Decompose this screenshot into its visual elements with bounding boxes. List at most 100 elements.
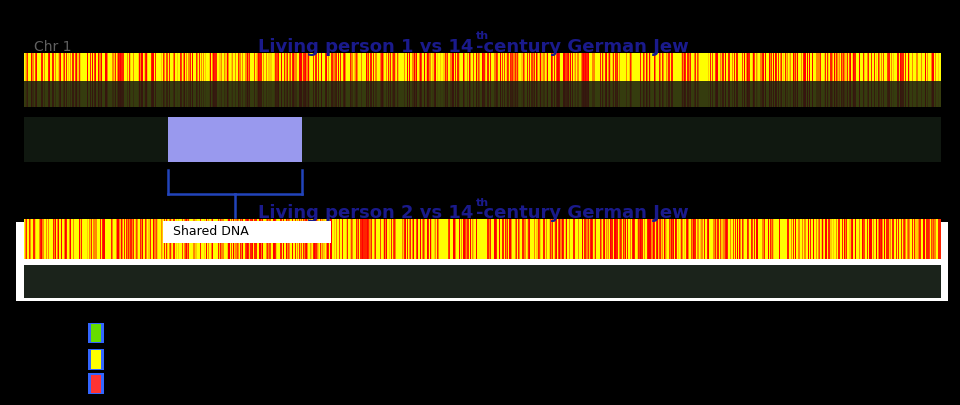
- Bar: [548, 53, 550, 107]
- Bar: [793, 219, 794, 259]
- Bar: [233, 219, 234, 259]
- Bar: [51, 53, 52, 107]
- Bar: [643, 53, 644, 107]
- Bar: [229, 219, 230, 259]
- Bar: [304, 219, 305, 259]
- Bar: [915, 53, 917, 107]
- Bar: [73, 219, 74, 259]
- Bar: [569, 219, 570, 259]
- Bar: [56, 53, 57, 107]
- Bar: [420, 53, 421, 107]
- Bar: [931, 53, 933, 107]
- Bar: [528, 53, 529, 107]
- Bar: [928, 53, 929, 107]
- Bar: [818, 53, 819, 107]
- Bar: [564, 219, 566, 259]
- Bar: [769, 53, 770, 107]
- Bar: [312, 219, 313, 259]
- Bar: [717, 219, 718, 259]
- Bar: [753, 219, 754, 259]
- Bar: [272, 53, 273, 107]
- Bar: [357, 53, 358, 107]
- Bar: [314, 53, 315, 107]
- Bar: [930, 53, 931, 107]
- Bar: [877, 219, 878, 259]
- Bar: [369, 53, 370, 107]
- Bar: [334, 219, 335, 259]
- Bar: [476, 53, 477, 107]
- Bar: [128, 219, 129, 259]
- Bar: [737, 53, 738, 107]
- Bar: [271, 53, 272, 107]
- Bar: [933, 53, 934, 107]
- Bar: [25, 219, 26, 259]
- Bar: [924, 219, 925, 259]
- Bar: [933, 219, 934, 259]
- Bar: [44, 53, 45, 107]
- Bar: [367, 53, 368, 107]
- Bar: [541, 53, 542, 107]
- Bar: [300, 53, 301, 107]
- Bar: [693, 53, 694, 107]
- Bar: [403, 219, 404, 259]
- Bar: [225, 53, 226, 107]
- Bar: [184, 53, 185, 107]
- Bar: [196, 219, 197, 259]
- Bar: [658, 53, 659, 107]
- Bar: [197, 219, 198, 259]
- Bar: [825, 219, 826, 259]
- Bar: [741, 53, 742, 107]
- Bar: [920, 53, 921, 107]
- Bar: [745, 219, 746, 259]
- Bar: [58, 53, 59, 107]
- Bar: [142, 219, 143, 259]
- Bar: [245, 219, 246, 259]
- Bar: [918, 219, 919, 259]
- Bar: [528, 219, 529, 259]
- Bar: [902, 53, 903, 107]
- Bar: [830, 53, 831, 107]
- Bar: [746, 53, 747, 107]
- Bar: [709, 219, 710, 259]
- Bar: [361, 53, 362, 107]
- Bar: [302, 53, 303, 107]
- Bar: [512, 53, 513, 107]
- Bar: [653, 53, 654, 107]
- Bar: [244, 53, 245, 107]
- Bar: [897, 219, 898, 259]
- Bar: [508, 219, 509, 259]
- Bar: [158, 53, 159, 107]
- Bar: [74, 53, 75, 107]
- Bar: [421, 219, 422, 259]
- Bar: [494, 53, 495, 107]
- Bar: [323, 53, 324, 107]
- Bar: [736, 53, 737, 107]
- Bar: [373, 53, 374, 107]
- Bar: [640, 53, 641, 107]
- Bar: [131, 219, 132, 259]
- Bar: [350, 53, 351, 107]
- Bar: [811, 219, 812, 259]
- Bar: [595, 53, 596, 107]
- Bar: [922, 53, 923, 107]
- Bar: [913, 53, 914, 107]
- Bar: [144, 53, 145, 107]
- Bar: [134, 219, 135, 259]
- Bar: [115, 53, 117, 107]
- Bar: [743, 53, 744, 107]
- Bar: [903, 53, 904, 107]
- Bar: [347, 53, 348, 107]
- Bar: [462, 53, 463, 107]
- Bar: [427, 53, 428, 107]
- Bar: [336, 53, 337, 107]
- Bar: [486, 53, 487, 107]
- Bar: [376, 219, 377, 259]
- Bar: [112, 53, 113, 107]
- Bar: [198, 219, 200, 259]
- Bar: [37, 53, 38, 107]
- Bar: [840, 219, 841, 259]
- Bar: [139, 53, 140, 107]
- Bar: [62, 219, 63, 259]
- Bar: [677, 219, 678, 259]
- Bar: [140, 219, 141, 259]
